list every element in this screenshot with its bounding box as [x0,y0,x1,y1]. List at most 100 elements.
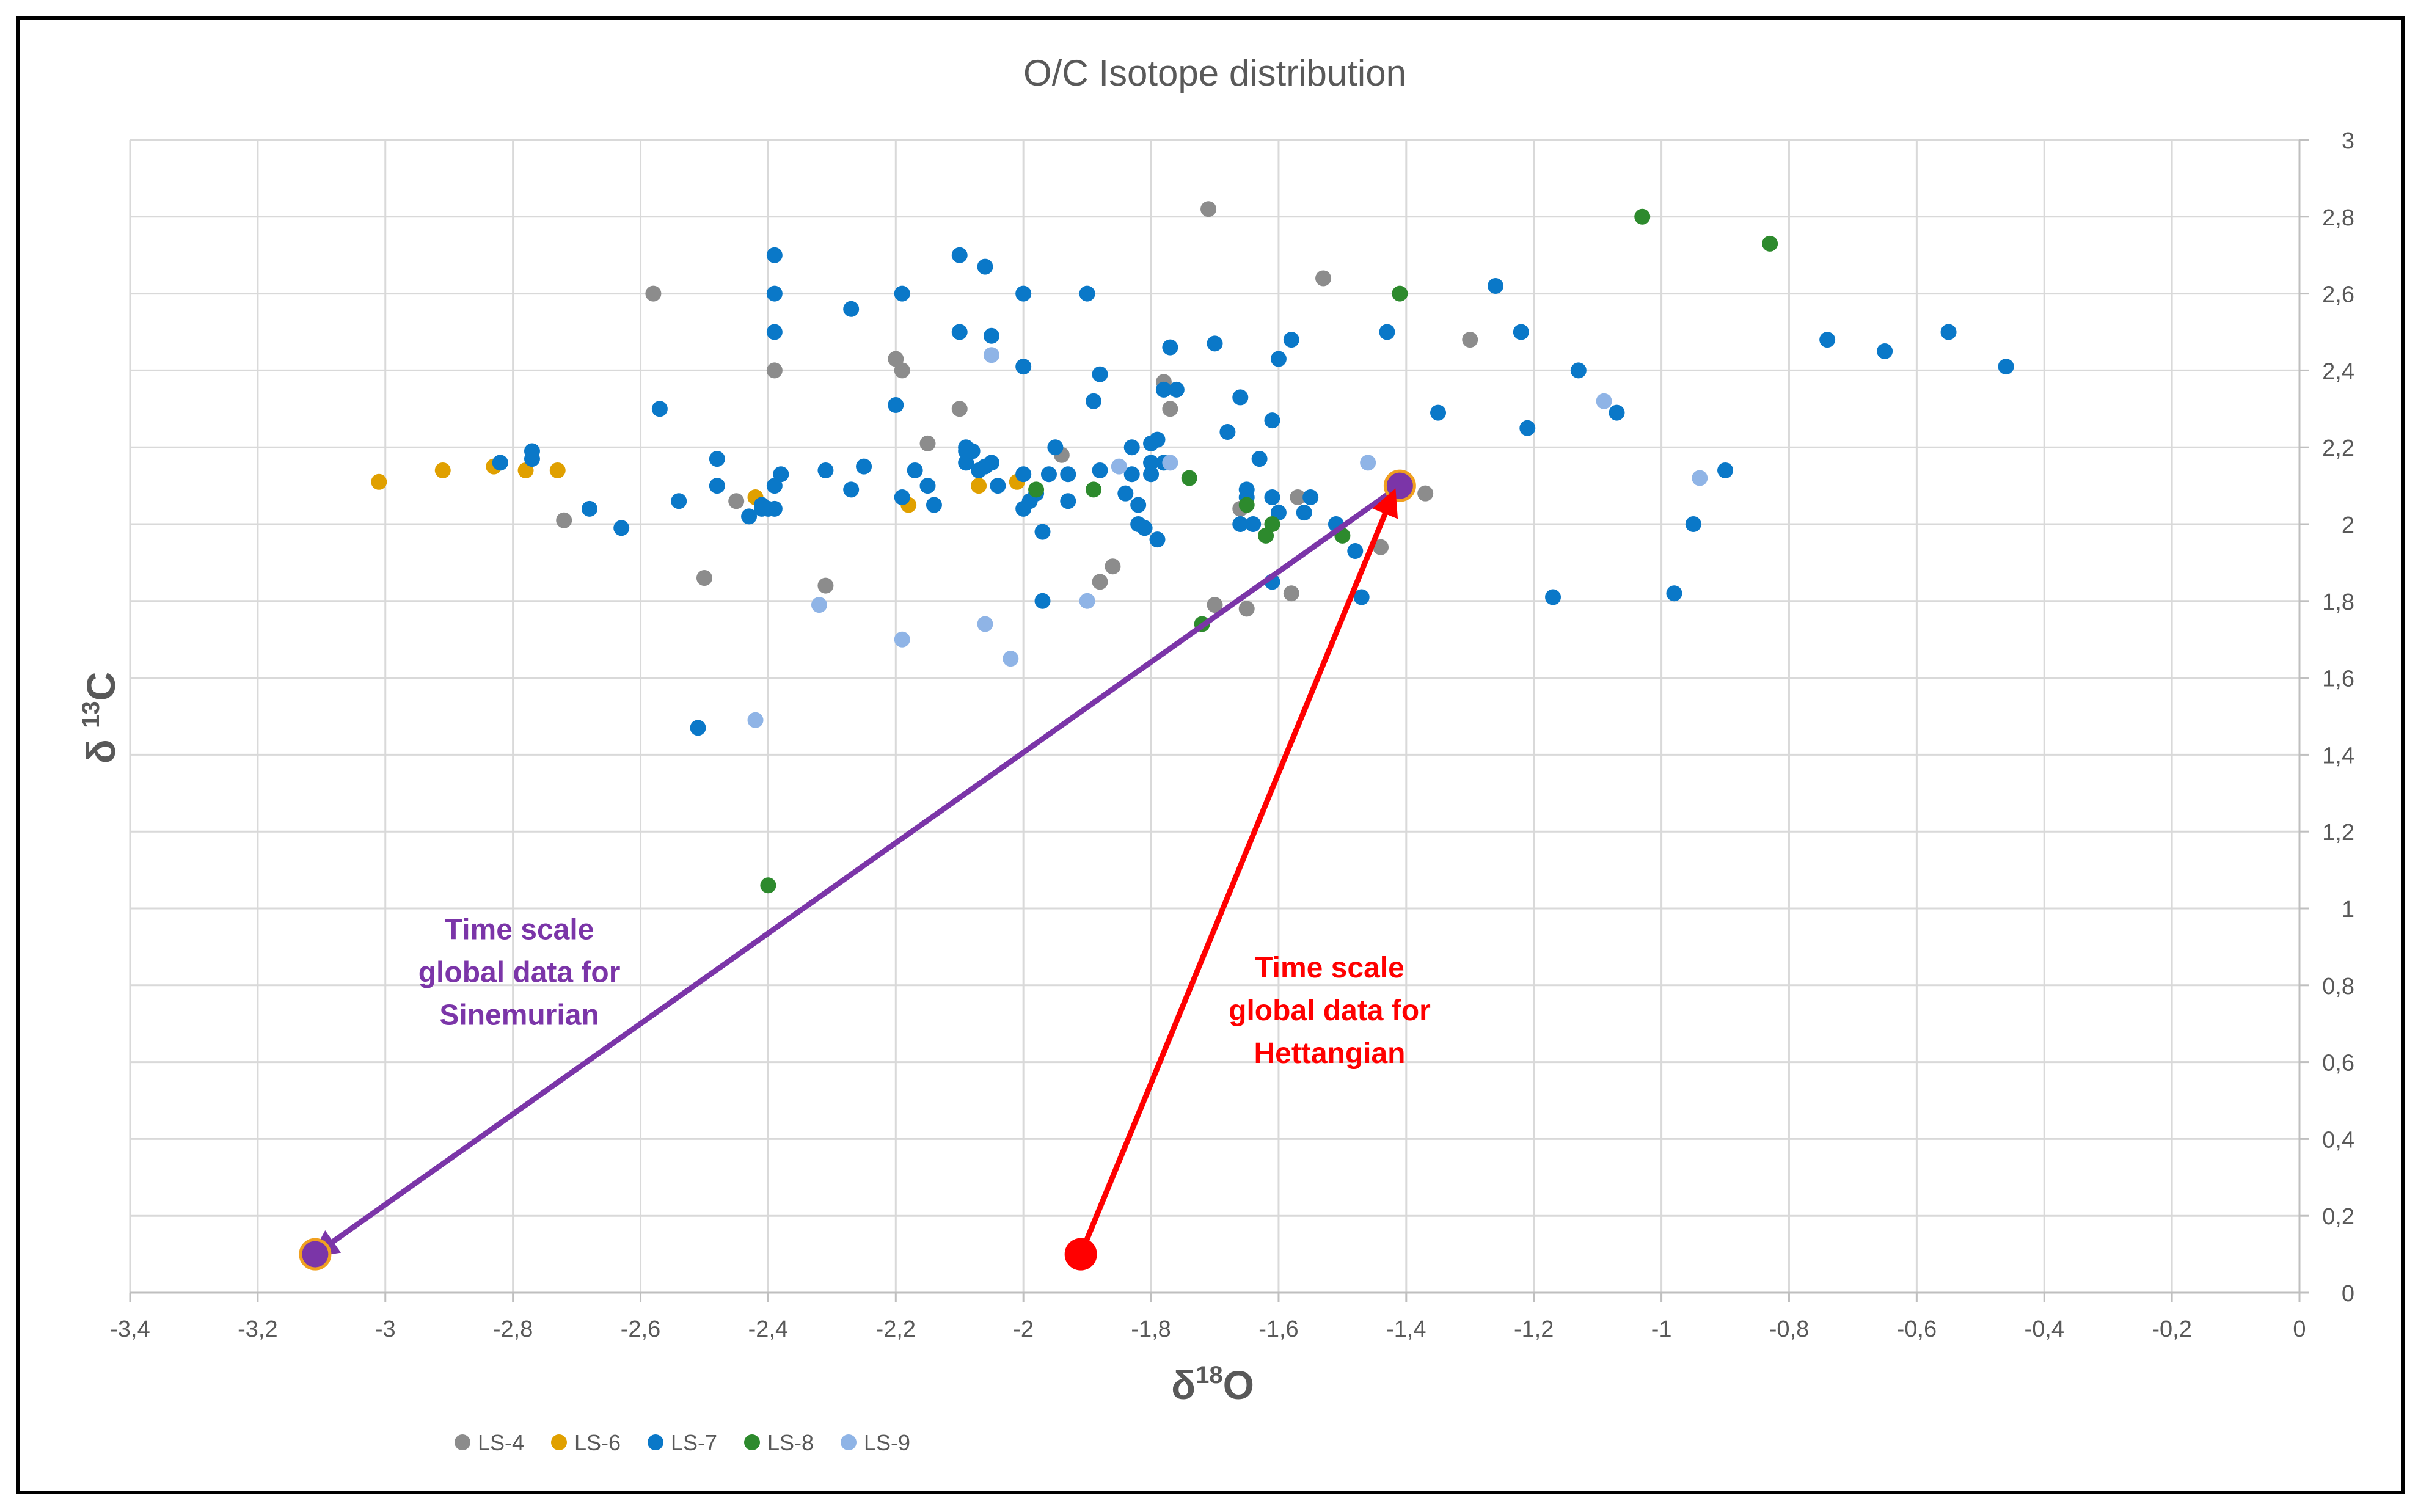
data-point-ls-7 [983,327,999,344]
data-point-ls-7 [613,520,630,536]
hettangian-arrow-label-line: Time scale [1255,952,1404,984]
data-point-ls-7 [1168,381,1185,398]
data-points [371,201,2014,894]
x-axis-label-symbol: δ [1171,1362,1196,1408]
legend-label-ls-9: LS-9 [864,1430,910,1455]
data-point-ls-7 [709,478,725,494]
x-tick-label: -2,8 [493,1317,533,1342]
data-point-ls-7 [1283,332,1299,348]
x-tick-label: -2,6 [621,1317,660,1342]
data-point-ls-7 [1519,420,1536,436]
data-point-ls-7 [1940,324,1957,340]
x-tick-label: -2,4 [748,1317,788,1342]
data-point-ls-9 [977,616,993,632]
data-point-ls-9 [1692,470,1708,486]
x-axis-label-sup: 18 [1196,1362,1223,1389]
data-point-ls-7 [894,285,910,302]
data-point-ls-7 [894,489,910,505]
data-point-ls-7 [843,481,860,498]
data-point-ls-7 [919,478,936,494]
data-point-ls-6 [434,462,451,478]
data-point-ls-7 [1232,389,1249,406]
hettangian-arrow [1078,488,1398,1255]
y-tick-label: 1,4 [2322,743,2354,769]
data-point-ls-7 [1379,324,1395,340]
data-point-ls-7 [1079,285,1095,302]
legend-label-ls-8: LS-8 [767,1430,814,1455]
data-point-ls-7 [888,397,904,414]
data-point-ls-7 [1015,359,1032,375]
data-point-ls-7 [1545,589,1562,605]
data-point-ls-8 [1086,481,1102,498]
data-point-ls-7 [843,301,860,317]
data-point-ls-9 [1079,593,1095,609]
data-point-ls-4 [894,362,910,379]
data-point-ls-7 [1060,466,1076,483]
x-tick-label: -1,4 [1386,1317,1426,1342]
data-point-ls-7 [951,247,968,263]
data-point-ls-7 [1264,412,1280,429]
sinemurian-arrow-label: Time scale global data for Sinemurian [418,913,621,1031]
data-point-ls-7 [492,455,508,471]
data-point-ls-4 [556,512,572,528]
data-point-ls-7 [766,500,783,517]
x-axis-label: δ18O [1171,1362,1254,1408]
hettangian-arrow-label-line: Hettangian [1254,1037,1405,1070]
data-point-ls-4 [1207,597,1223,613]
legend-marker-ls-6 [551,1434,567,1450]
data-point-ls-7 [766,285,783,302]
data-point-ls-7 [1296,505,1312,521]
y-tick-label: 2,2 [2322,436,2354,461]
sinemurian-arrow-label-line: global data for [418,956,621,988]
data-point-ls-7 [1034,524,1051,540]
grid [129,139,2309,1302]
data-point-ls-7 [1251,451,1268,467]
data-point-ls-8 [1392,285,1408,302]
y-tick-label: 1 [2342,897,2354,922]
data-point-ls-7 [1149,531,1166,548]
legend-label-ls-4: LS-4 [478,1430,524,1455]
data-point-ls-7 [1570,362,1587,379]
y-tick-label: 2,6 [2322,282,2354,308]
y-axis-label-symbol: δ [78,728,123,764]
data-point-ls-4 [1462,332,1478,348]
data-point-ls-7 [1149,431,1166,448]
data-point-ls-7 [1117,485,1134,502]
data-point-ls-8 [1238,497,1255,513]
data-point-ls-4 [1162,401,1178,417]
data-point-ls-6 [971,478,987,494]
data-point-ls-7 [1717,462,1734,478]
data-point-ls-7 [1015,466,1032,483]
data-point-ls-7 [1347,543,1364,560]
y-axis-label-sup: 13 [78,701,104,728]
data-point-ls-4 [951,401,968,417]
data-point-ls-7 [1143,455,1160,471]
data-point-ls-4 [696,570,712,586]
legend-label-ls-6: LS-6 [574,1430,621,1455]
data-point-ls-7 [671,493,687,509]
data-point-ls-7 [1047,439,1064,456]
data-point-ls-7 [926,497,942,513]
data-point-ls-4 [1283,585,1299,602]
annotations [299,469,1416,1271]
data-point-ls-4 [766,362,783,379]
x-tick-label: -1,6 [1258,1317,1298,1342]
data-point-ls-7 [1060,493,1076,509]
data-point-ls-7 [1015,285,1032,302]
data-point-ls-7 [977,258,993,275]
data-point-ls-7 [1034,593,1051,609]
data-point-ls-7 [1155,381,1172,398]
x-tick-label: -1 [1651,1317,1672,1342]
data-point-ls-7 [1123,439,1140,456]
data-point-ls-7 [1245,516,1262,532]
y-tick-label: 0 [2342,1281,2354,1307]
sinemurian-arrow [310,483,1401,1258]
data-point-ls-7 [1488,278,1504,294]
data-point-ls-4 [1105,558,1121,575]
data-point-ls-7 [1040,466,1057,483]
labels: -3,4 -3,2 -3 -2,8 -2,6 -2,4 -2,2 -2 -1,8 -1,6 -1,4… [78,53,2354,1455]
y-tick-label: 0,6 [2322,1051,2354,1076]
x-tick-label: -0,8 [1769,1317,1809,1342]
x-tick-label: -2 [1013,1317,1034,1342]
data-point-ls-4 [1417,485,1434,502]
